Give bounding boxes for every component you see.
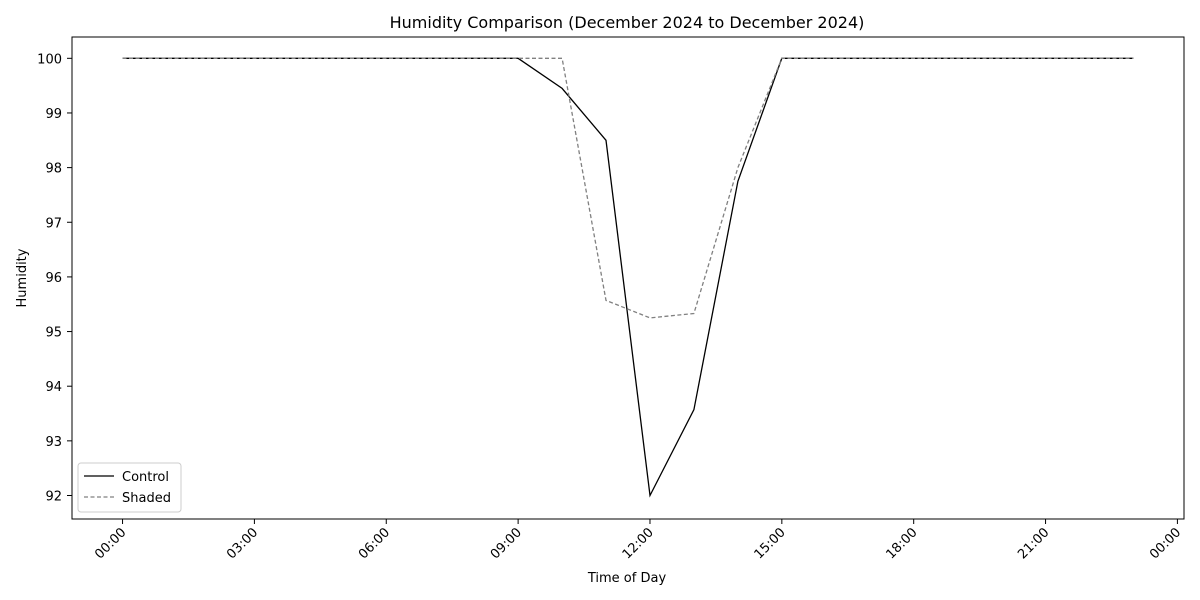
x-tick-label: 21:00 [1015,525,1052,562]
y-tick-label: 94 [45,380,62,395]
series-layer [122,57,1134,498]
y-tick-label: 97 [45,216,62,231]
series-line-control [122,57,1134,498]
x-tick-label: 09:00 [488,525,525,562]
y-tick-label: 95 [45,326,62,341]
legend-label-shaded: Shaded [122,491,171,506]
y-tick-label: 99 [45,107,62,122]
x-tick-label: 15:00 [752,525,789,562]
x-tick-label: 18:00 [883,525,920,562]
y-tick-label: 96 [45,271,62,286]
y-tick-label: 100 [37,52,62,67]
y-axis-label: Humidity [15,248,30,307]
plot-area-frame [71,36,1185,520]
x-axis-label: Time of Day [587,571,667,586]
x-axis-ticks: 00:00 03:00 06:00 09:00 12:00 15:00 18:00 21:00… [92,519,1184,562]
legend: Control Shaded [77,462,182,513]
series-line-shaded [122,57,1134,319]
chart-title: Humidity Comparison (December 2024 to De… [390,13,865,32]
legend-label-control: Control [122,470,169,485]
legend-box [77,462,182,513]
x-tick-label: 00:00 [1147,525,1184,562]
x-tick-label: 06:00 [356,525,393,562]
x-tick-label: 12:00 [620,525,657,562]
y-tick-label: 98 [45,162,62,177]
x-tick-label: 03:00 [224,525,261,562]
y-tick-label: 93 [45,435,62,450]
x-tick-label: 00:00 [92,525,129,562]
y-tick-label: 92 [45,490,62,505]
y-axis-ticks: 92 93 94 95 96 97 98 99 100 [37,52,72,505]
